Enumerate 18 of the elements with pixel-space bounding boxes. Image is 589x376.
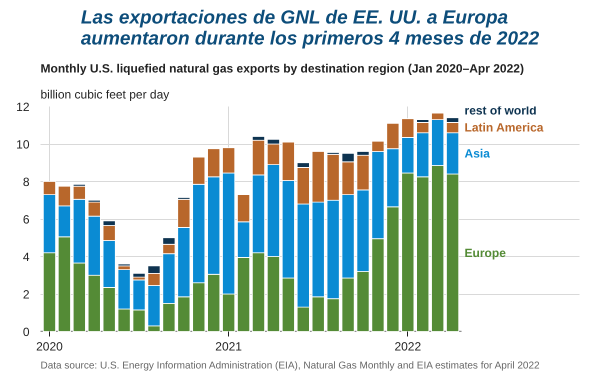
series-label: Europe — [464, 246, 506, 260]
bar — [132, 272, 146, 278]
y-tick-label: 8 — [22, 175, 30, 189]
chart-title: Las exportaciones de GNL de EE. UU. a Europa aumentaron durante los primeros 4 meses de 2022 — [80, 8, 540, 50]
y-tick-label: 4 — [22, 250, 30, 264]
y-tick-label: 6 — [22, 212, 30, 226]
x-tick-label: 2022 — [394, 340, 422, 354]
y-tick-label: 0 — [22, 325, 30, 339]
y-tick-label: 2 — [22, 288, 30, 302]
y-axis-title: billion cubic feet per day — [40, 88, 170, 102]
series-label: Asia — [464, 146, 490, 160]
chart-subtitle: Monthly U.S. liquefied natural gas exports by destination region (Jan 2020–Apr 2022) — [40, 62, 524, 76]
source-note: Data source: U.S. Energy Information Administration (EIA), Natural Gas Monthly and EIA estimates for April 2022 — [40, 360, 540, 372]
x-tick-label: 2021 — [215, 340, 242, 354]
y-tick-label: 10 — [16, 138, 30, 152]
series-label: Latin America — [464, 120, 544, 135]
y-tick-label: 12 — [16, 100, 30, 114]
x-tick-label: 2020 — [36, 340, 64, 354]
